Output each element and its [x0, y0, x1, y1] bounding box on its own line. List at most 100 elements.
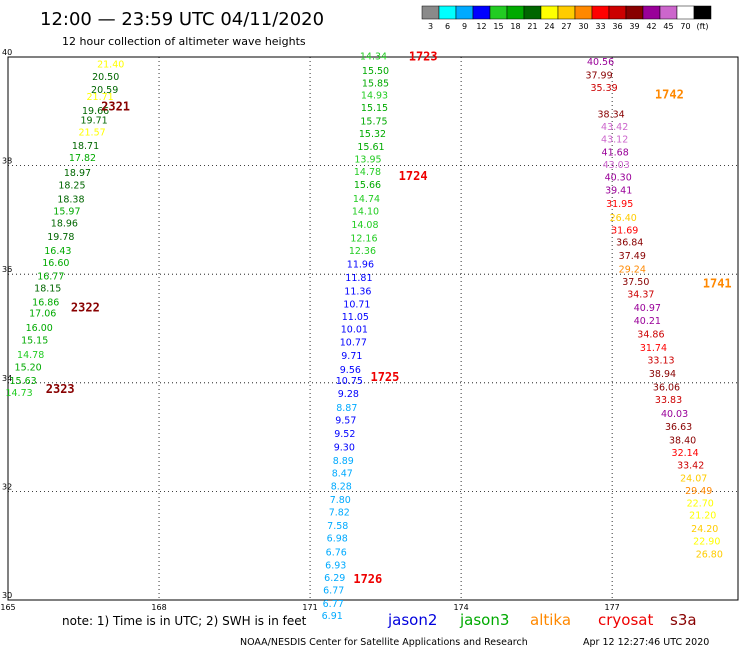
wave-height-label-jason2: 6.77: [323, 599, 344, 610]
y-tick-label: 40: [2, 48, 12, 57]
wave-height-label-altika: 22.70: [687, 498, 714, 509]
wave-height-label-jason2: 8.28: [331, 482, 352, 493]
colorbar-swatch: [557, 5, 576, 20]
colorbar-label: 39: [629, 22, 639, 31]
wave-height-label-s3a: 17.06: [29, 308, 56, 319]
wave-height-label-cryosat: 37.49: [619, 251, 646, 262]
footer-credit: NOAA/NESDIS Center for Satellite Applica…: [240, 637, 528, 648]
wave-height-label-s3a: 18.25: [58, 181, 85, 192]
colorbar-label: 12: [476, 22, 486, 31]
wave-height-label-cryosat: 38.40: [669, 435, 696, 446]
wave-height-label-s3a: 21.57: [78, 128, 105, 139]
wave-height-label-cryosat: 33.42: [677, 460, 704, 471]
wave-height-label-jason2: 9.71: [341, 351, 362, 362]
wave-height-label-cryosat: 38.34: [598, 110, 625, 121]
wave-height-label-s3a: 18.71: [72, 141, 99, 152]
time-labels: 2321 2322 2323 1723 1724 1725 1726 1742 1741: [46, 50, 732, 586]
wave-height-label-jason3: 15.15: [361, 103, 388, 114]
colorbar-swatch: [438, 5, 457, 20]
wave-height-label-jason2: 8.89: [333, 456, 354, 467]
wave-height-label-cryosat: 37.50: [622, 277, 649, 288]
legend-jason2: jason2: [387, 611, 437, 629]
wave-height-label-cryosat: 41.68: [602, 148, 629, 159]
wave-height-label-cryosat: 33.83: [655, 395, 682, 406]
wave-height-label-cryosat: 40.97: [634, 303, 661, 314]
time-label: 1741: [703, 276, 732, 290]
x-tick-label: 177: [604, 603, 619, 612]
wave-height-label-s3a: 15.97: [53, 206, 80, 217]
wave-height-label-cryosat: 33.13: [647, 356, 674, 367]
wave-height-label-s3a: 16.00: [26, 323, 53, 334]
chart-subtitle: 12 hour collection of altimeter wave hei…: [62, 35, 306, 48]
colorbar-swatch: [608, 5, 627, 20]
wave-height-label-cryosat: 31.95: [606, 199, 633, 210]
wave-height-label-jason2: 6.93: [325, 560, 346, 571]
wave-height-label-jason2: 11.36: [344, 287, 371, 298]
wave-height-label-jason2: 9.57: [335, 415, 356, 426]
colorbar-label: 6: [445, 22, 450, 31]
colorbar-swatch: [421, 5, 440, 20]
colorbar-label: 36: [612, 22, 622, 31]
footer-timestamp: Apr 12 12:27:46 UTC 2020: [583, 637, 709, 648]
colorbar-swatch: [642, 5, 661, 20]
wave-height-label-cryosat: 35.39: [590, 83, 617, 94]
colorbar-label: (ft): [696, 22, 708, 31]
wave-height-label-jason2: 9.28: [338, 389, 359, 400]
colorbar-swatch: [659, 5, 678, 20]
x-tick-label: 165: [0, 603, 15, 612]
colorbar-label: 9: [462, 22, 467, 31]
wave-height-label-cryosat: 40.21: [634, 316, 661, 327]
colorbar-label: 70: [680, 22, 690, 31]
y-tick-label: 30: [2, 591, 12, 600]
wave-height-label-cryosat: 43.42: [601, 122, 628, 133]
time-label: 1742: [655, 88, 684, 102]
y-tick-label: 36: [2, 265, 12, 274]
wave-height-label-jason2: 11.81: [345, 273, 372, 284]
time-label: 2322: [71, 300, 100, 314]
satellite-legend: jason2 jason3 altika cryosat s3a: [387, 611, 697, 629]
legend-s3a: s3a: [670, 611, 697, 629]
wave-height-label-jason2: 11.96: [347, 259, 374, 270]
wave-height-label-s3a: 20.50: [92, 72, 119, 83]
wave-height-label-jason2: 6.91: [322, 611, 343, 622]
colorbar-swatch: [693, 5, 712, 20]
wave-height-label-s3a: 15.20: [15, 363, 42, 374]
wave-height-label-cryosat: 43.12: [601, 135, 628, 146]
wave-height-label-jason3: 14.78: [354, 167, 381, 178]
wave-height-label-jason3: 12.16: [350, 233, 377, 244]
colorbar-label: 24: [544, 22, 554, 31]
legend-cryosat: cryosat: [598, 611, 653, 629]
wave-height-label-jason3: 15.85: [362, 79, 389, 90]
wave-height-label-altika: 26.80: [696, 549, 723, 560]
colorbar-label: 15: [493, 22, 503, 31]
wave-height-label-s3a: 14.73: [5, 388, 32, 399]
wave-height-label-cryosat: 29.24: [619, 264, 646, 275]
wave-height-label-cryosat: 40.03: [661, 409, 688, 420]
footer-note: note: 1) Time is in UTC; 2) SWH is in fe…: [62, 614, 307, 628]
colorbar-label: 21: [527, 22, 537, 31]
colorbar-swatch: [574, 5, 593, 20]
axis-tick-labels: 165 168 171 174 177 30 32 34 36 38 40: [0, 48, 619, 612]
colorbar-label: 18: [510, 22, 520, 31]
wave-height-label-jason2: 11.05: [342, 312, 369, 323]
wave-height-label-altika: 21.20: [689, 510, 716, 521]
wave-height-label-s3a: 17.82: [69, 153, 96, 164]
wave-height-label-jason2: 10.01: [341, 325, 368, 336]
x-tick-label: 174: [453, 603, 468, 612]
colorbar-swatch: [455, 5, 474, 20]
x-tick-label: 171: [302, 603, 317, 612]
grid-lines: [8, 57, 738, 600]
wave-height-label-cryosat: 36.63: [665, 422, 692, 433]
wave-height-label-jason2: 9.30: [334, 442, 355, 453]
wave-height-label-jason2: 9.52: [334, 429, 355, 440]
wave-height-label-jason3: 15.61: [357, 142, 384, 153]
wave-height-label-cryosat: 34.37: [627, 289, 654, 300]
wave-height-label-jason3: 14.10: [352, 206, 379, 217]
colorbar-swatch: [540, 5, 559, 20]
plot-border: [7, 56, 739, 601]
wave-height-label-cryosat: 36.84: [616, 238, 643, 249]
time-label: 2321: [101, 99, 130, 113]
wave-height-label-s3a: 18.96: [51, 219, 78, 230]
wave-height-label-jason2: 6.29: [324, 573, 345, 584]
